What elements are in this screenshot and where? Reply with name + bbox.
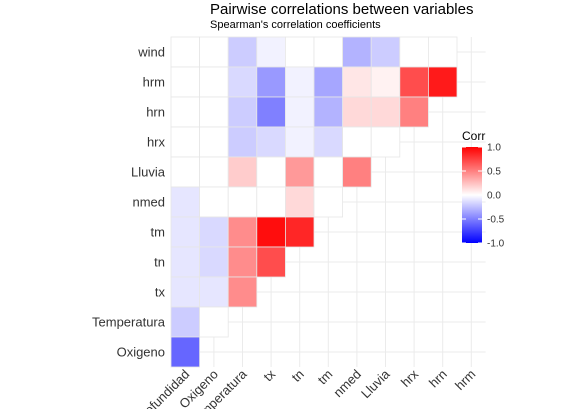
- y-tick-label: Lluvia: [131, 165, 166, 180]
- y-tick-label: hrm: [143, 75, 165, 90]
- y-tick-label: hrn: [146, 105, 165, 120]
- legend-tick-label: 0.5: [487, 167, 501, 178]
- heatmap-cell: [256, 246, 286, 278]
- heatmap-cell: [256, 156, 286, 188]
- x-tick-label: hrm: [452, 367, 478, 393]
- heatmap-cell: [313, 66, 344, 98]
- y-tick-label: Temperatura: [92, 315, 166, 330]
- heatmap-cell: [227, 216, 258, 248]
- heatmap-cell: [284, 156, 315, 188]
- heatmap-cell: [170, 36, 201, 68]
- heatmap-cell: [199, 96, 229, 128]
- legend-tick-label: -0.5: [487, 215, 505, 226]
- heatmap-cell: [199, 156, 229, 188]
- x-tick-label: tm: [315, 367, 336, 388]
- heatmap-cell: [199, 246, 229, 278]
- heatmap-cell: [313, 186, 344, 218]
- heatmap-cell: [284, 186, 315, 218]
- heatmap-cell: [227, 246, 258, 278]
- heatmap-cell: [370, 96, 401, 128]
- heatmap-cell: [170, 186, 201, 218]
- heatmap-cell: [170, 246, 201, 278]
- heatmap-cell: [313, 126, 344, 158]
- heatmap-cell: [227, 126, 258, 158]
- y-tick-label: Oxigeno: [117, 345, 165, 360]
- heatmap-cell: [199, 186, 229, 218]
- heatmap-cell: [227, 186, 258, 218]
- legend-tick-label: 0.0: [487, 191, 501, 202]
- heatmap-cell: [284, 96, 315, 128]
- heatmap-cell: [342, 36, 372, 68]
- color-legend: Corr 1.0 0.5 0.0 -0.5 -1.0: [462, 129, 505, 250]
- heatmap-cell: [313, 96, 344, 128]
- x-tick-label: hrx: [398, 366, 422, 390]
- legend-title: Corr: [462, 129, 485, 143]
- heatmap-cell: [399, 66, 429, 98]
- y-tick-label: tx: [155, 285, 166, 300]
- heatmap-cell: [370, 36, 401, 68]
- heatmap-cell: [227, 36, 258, 68]
- heatmap-cell: [199, 66, 229, 98]
- heatmap-cell: [427, 66, 458, 98]
- legend-ticks: 1.0 0.5 0.0 -0.5 -1.0: [462, 143, 505, 250]
- heatmap-cell: [342, 96, 372, 128]
- heatmap-cell: [399, 96, 429, 128]
- heatmap-cell: [313, 36, 344, 68]
- heatmap-cell: [199, 216, 229, 248]
- heatmap-cell: [284, 126, 315, 158]
- heatmap-cell: [370, 66, 401, 98]
- legend-tick-label: -1.0: [487, 239, 505, 250]
- chart-subtitle: Spearman's correlation coefficients: [210, 19, 381, 31]
- heatmap-cell: [342, 156, 372, 188]
- heatmap-cell: [256, 186, 286, 218]
- heatmap-cell: [227, 96, 258, 128]
- chart-title: Pairwise correlations between variables: [210, 1, 473, 18]
- y-tick-label: tn: [154, 255, 165, 270]
- heatmap-cell: [399, 36, 429, 68]
- heatmap-cell: [170, 336, 201, 368]
- x-tick-label: tx: [260, 366, 278, 384]
- heatmap-cell: [284, 36, 315, 68]
- heatmap-cell: [227, 66, 258, 98]
- heatmap-cell: [199, 36, 229, 68]
- x-tick-label: hrn: [426, 367, 450, 391]
- heatmap-cell: [170, 156, 201, 188]
- heatmap-cell: [370, 126, 401, 158]
- x-tick-label: tn: [289, 367, 307, 385]
- y-tick-label: wind: [137, 45, 165, 60]
- y-tick-label: hrx: [147, 135, 166, 150]
- heatmap-cell: [199, 276, 229, 308]
- heatmap-cell: [170, 96, 201, 128]
- y-tick-label: tm: [151, 225, 165, 240]
- heatmap-cell: [427, 36, 458, 68]
- heatmap-cell: [256, 66, 286, 98]
- heatmap-cell: [170, 306, 201, 338]
- y-tick-label: nmed: [132, 195, 165, 210]
- heatmap-cell: [313, 156, 344, 188]
- heatmap-cell: [342, 66, 372, 98]
- x-tick-label: Lluvia: [358, 366, 393, 401]
- heatmap-cells: [170, 36, 458, 368]
- heatmap-cell: [170, 216, 201, 248]
- heatmap-cell: [170, 66, 201, 98]
- heatmap-cell: [227, 156, 258, 188]
- heatmap-cell: [256, 96, 286, 128]
- legend-tick-label: 1.0: [487, 143, 501, 154]
- x-tick-label: nmed: [330, 367, 364, 401]
- y-axis-ticks: wind hrm hrn hrx Lluvia nmed tm tn tx Temperatura…: [92, 45, 166, 360]
- heatmap-cell: [256, 126, 286, 158]
- heatmap-cell: [199, 306, 229, 338]
- heatmap-cell: [284, 216, 315, 248]
- legend-colorbar: [462, 147, 482, 243]
- heatmap-cell: [256, 36, 286, 68]
- heatmap-cell: [199, 126, 229, 158]
- heatmap-cell: [284, 66, 315, 98]
- heatmap-cell: [170, 276, 201, 308]
- heatmap-cell: [342, 126, 372, 158]
- heatmap-cell: [170, 126, 201, 158]
- heatmap-cell: [256, 216, 286, 248]
- heatmap-cell: [227, 276, 258, 308]
